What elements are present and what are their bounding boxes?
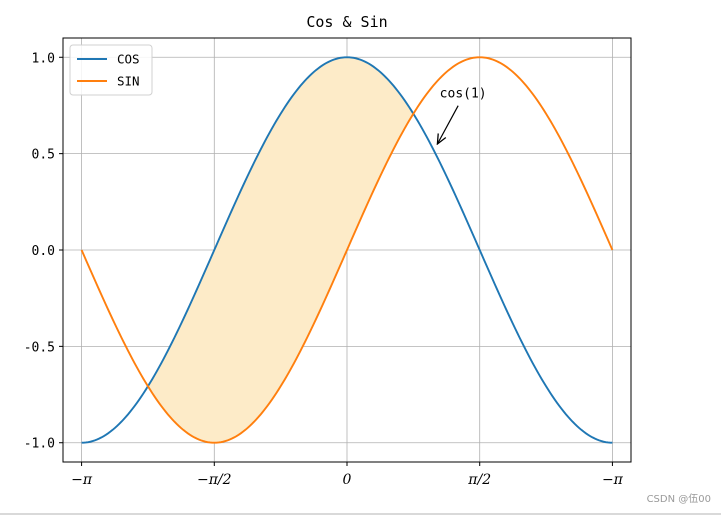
legend: COS SIN [69,44,153,96]
series-line-cos [81,56,613,444]
y-tick-label: -1.0 [24,437,55,452]
fill-between-area [147,57,414,443]
ticks: −π −π/2 0 π/2 −π 1.0 0.5 0.0 -0.5 -1.0 [24,51,624,488]
legend-label-sin: SIN [117,74,140,89]
annotation-label: cos(1) [440,87,487,102]
annotation: cos(1) [437,87,487,144]
legend-box [69,44,153,96]
annotation-arrow [437,105,459,144]
x-tick-label: −π [602,472,624,488]
y-tick-label: -0.5 [24,340,55,355]
legend-label-cos: COS [117,52,140,67]
chart-title: Cos & Sin [306,13,387,31]
bottom-divider [0,513,721,515]
y-tick-label: 0.0 [32,244,55,259]
x-tick-label: π/2 [467,472,491,488]
fill-between-region [147,57,414,443]
x-tick-label: −π/2 [197,472,232,488]
y-tick-label: 0.5 [32,148,55,163]
watermark: CSDN @伍00 [646,494,711,505]
y-tick-label: 1.0 [32,51,55,66]
series-line-sin [80,56,614,444]
series-lines [80,56,614,444]
x-tick-label: −π [71,472,93,488]
x-tick-label: 0 [343,472,352,488]
